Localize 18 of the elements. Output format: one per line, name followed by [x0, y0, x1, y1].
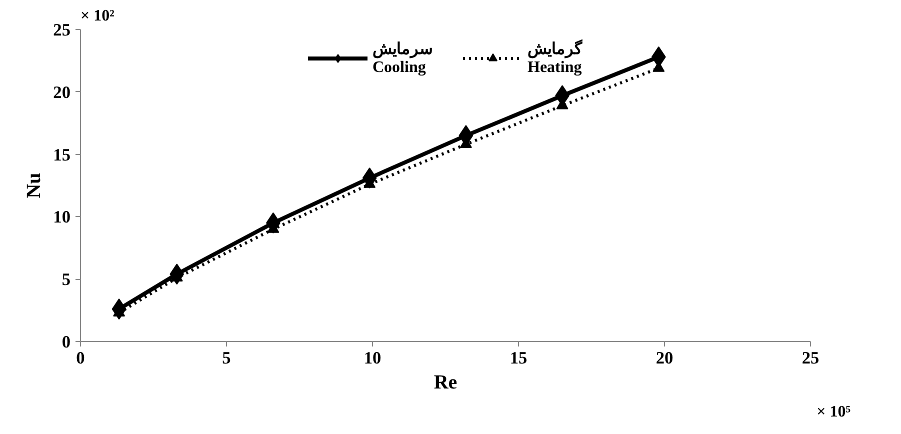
- y-axis-title: Nu: [23, 172, 46, 198]
- x-tick-label: 0: [76, 348, 85, 368]
- y-tick-label: 25: [53, 20, 71, 40]
- x-tick-label: 25: [802, 348, 820, 368]
- text: × 10⁵: [816, 404, 851, 420]
- legend-label: سرمایش Cooling: [372, 40, 432, 77]
- x-tick-label: 15: [510, 348, 528, 368]
- text: × 10²: [80, 8, 115, 24]
- x-tick-label: 10: [364, 348, 382, 368]
- y-tick-label: 10: [53, 208, 70, 227]
- x-tick-label: 5: [222, 348, 232, 368]
- x-tick-label: 20: [656, 348, 674, 368]
- y-tick-label: 5: [62, 270, 71, 290]
- y-tick-label: 15: [53, 145, 71, 164]
- y-tick-label: 0: [62, 332, 71, 352]
- x-axis-title: Re: [434, 372, 458, 394]
- y-tick-label: 20: [53, 82, 70, 102]
- legend-label: گرمایش Heating: [528, 39, 582, 77]
